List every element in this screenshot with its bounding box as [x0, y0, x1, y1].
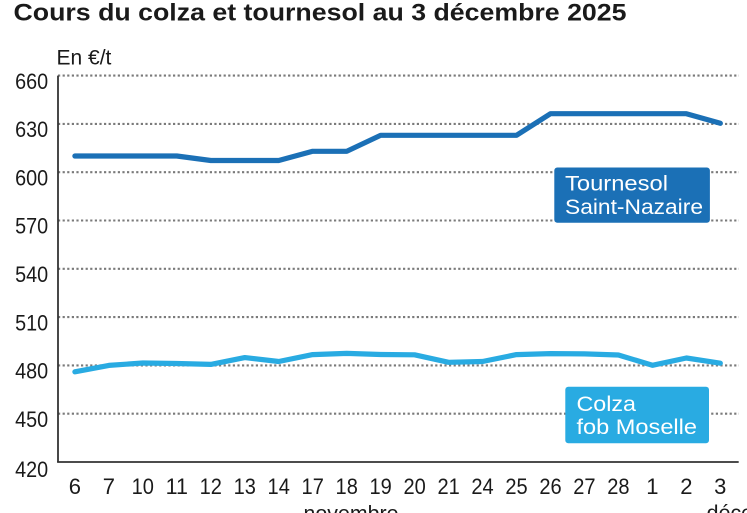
svg-text:14: 14 [268, 474, 290, 499]
svg-text:600: 600 [15, 165, 48, 190]
svg-text:26: 26 [539, 474, 561, 499]
svg-text:420: 420 [15, 457, 48, 482]
svg-text:Colza: Colza [577, 393, 637, 416]
svg-text:Saint-Nazaire: Saint-Nazaire [565, 196, 703, 219]
svg-text:27: 27 [573, 474, 595, 499]
svg-text:7: 7 [103, 474, 115, 499]
svg-text:3: 3 [714, 474, 726, 499]
svg-text:13: 13 [234, 474, 256, 499]
svg-text:Tournesol: Tournesol [565, 173, 668, 196]
svg-text:21: 21 [437, 474, 459, 499]
svg-text:1: 1 [646, 474, 658, 499]
svg-text:12: 12 [200, 474, 222, 499]
svg-text:Cours du colza et tournesol au: Cours du colza et tournesol au 3 décembr… [14, 0, 627, 27]
svg-text:10: 10 [132, 474, 154, 499]
svg-text:fob Moselle: fob Moselle [577, 416, 698, 439]
svg-text:décembre: décembre [707, 502, 747, 513]
svg-text:6: 6 [69, 474, 81, 499]
svg-text:570: 570 [15, 214, 48, 239]
svg-text:18: 18 [336, 474, 358, 499]
svg-text:En €/t: En €/t [57, 47, 112, 70]
svg-text:24: 24 [471, 474, 493, 499]
svg-text:480: 480 [15, 359, 48, 384]
svg-text:2: 2 [680, 474, 692, 499]
svg-text:540: 540 [15, 262, 48, 287]
svg-text:19: 19 [369, 474, 391, 499]
svg-text:28: 28 [607, 474, 629, 499]
svg-text:25: 25 [505, 474, 527, 499]
svg-text:17: 17 [302, 474, 324, 499]
svg-text:630: 630 [15, 117, 48, 142]
svg-text:450: 450 [15, 407, 48, 432]
svg-text:660: 660 [15, 69, 48, 94]
svg-text:novembre: novembre [304, 502, 399, 513]
svg-text:11: 11 [166, 474, 188, 499]
svg-text:20: 20 [403, 474, 425, 499]
svg-text:510: 510 [15, 310, 48, 335]
